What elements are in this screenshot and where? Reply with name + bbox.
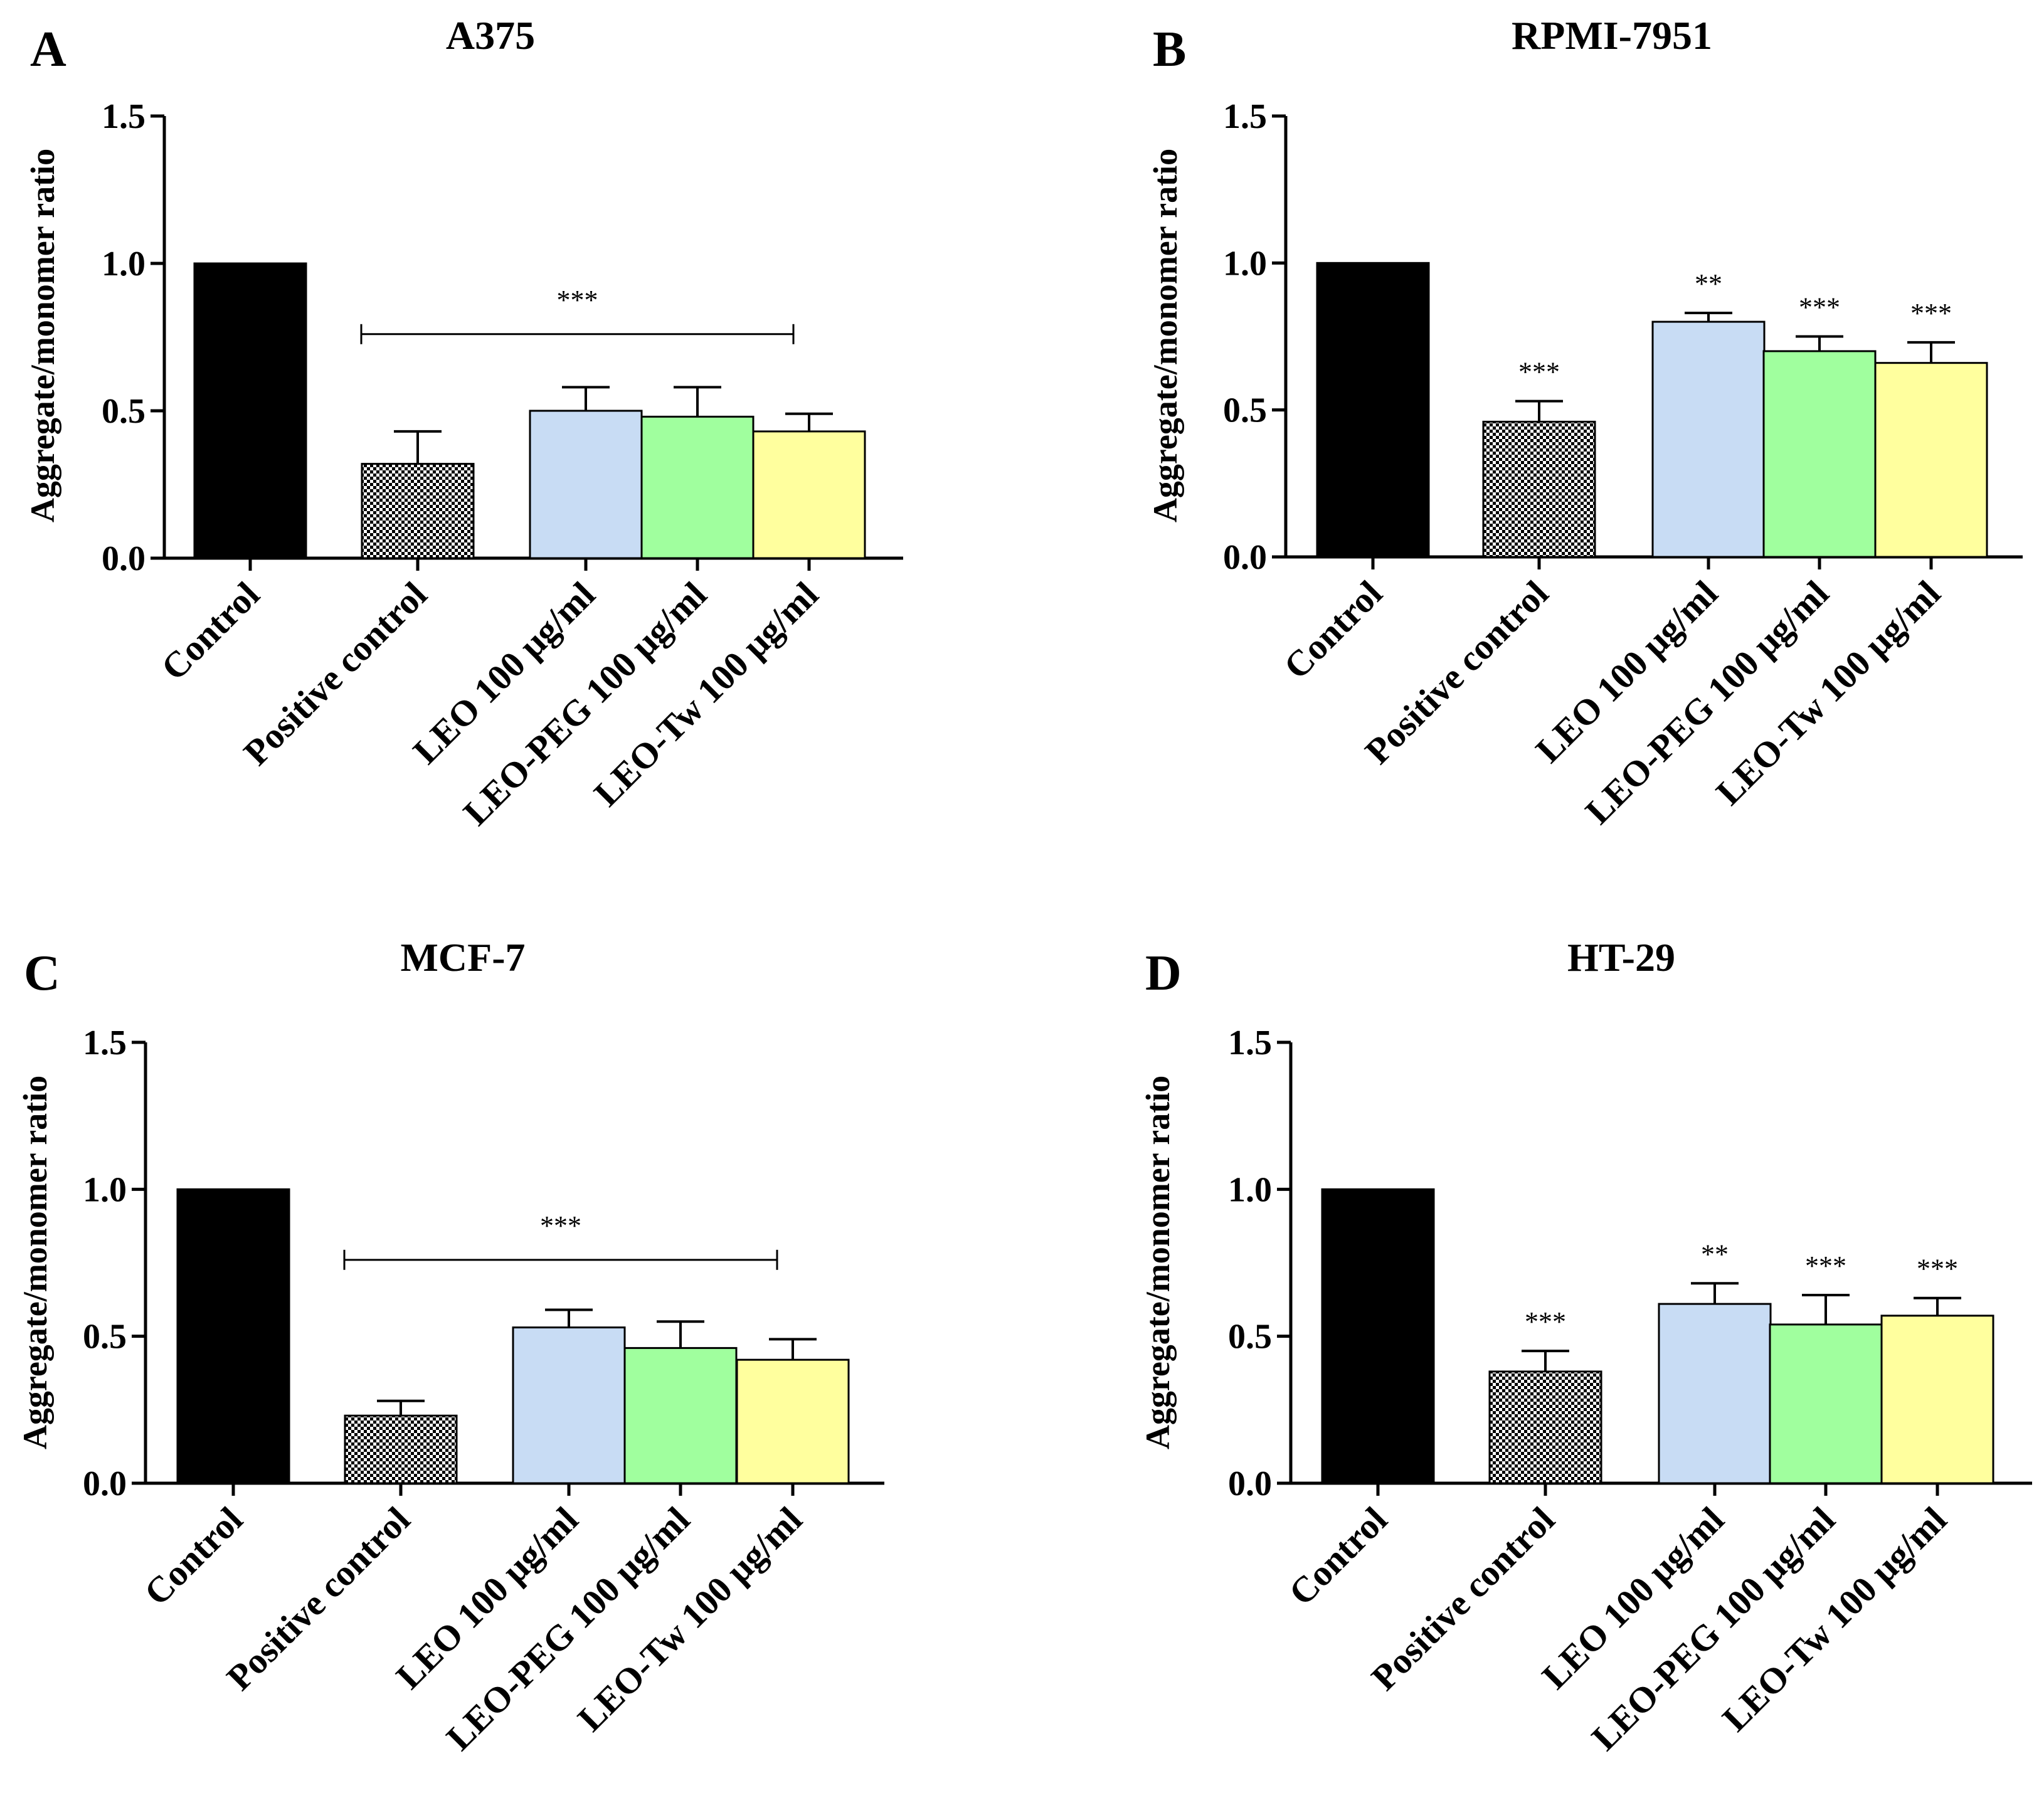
- significance-label: ***: [1518, 357, 1560, 388]
- chart-title: HT-29: [1567, 935, 1675, 980]
- y-tick-label: 0.5: [102, 392, 146, 431]
- bar-positive-control: [344, 1414, 458, 1484]
- significance-label: ***: [540, 1210, 581, 1241]
- bar-control: [1316, 262, 1430, 558]
- bar-control: [193, 262, 307, 559]
- significance-label: ***: [1799, 292, 1840, 323]
- significance-label: **: [1701, 1239, 1729, 1269]
- chart-title: A375: [446, 13, 535, 58]
- y-tick-label: 1.5: [102, 97, 146, 136]
- y-tick-label: 0.5: [1223, 391, 1267, 430]
- bar-control: [176, 1188, 290, 1484]
- chart-title: RPMI-7951: [1512, 13, 1712, 58]
- y-tick-label: 0.5: [83, 1318, 127, 1357]
- chart-panel-d: D HT-29 Aggregate/monomer ratio 0.0 0.5 1.0 1.…: [1139, 935, 2032, 1759]
- panel-letter: B: [1153, 22, 1186, 77]
- y-tick-label: 1.0: [102, 245, 146, 283]
- significance-label: **: [1695, 268, 1722, 299]
- bar-positive-control: [1488, 1370, 1602, 1484]
- y-tick-label: 1.5: [83, 1024, 127, 1062]
- x-tick-label: Control: [1276, 573, 1390, 687]
- significance-label: ***: [1910, 298, 1952, 329]
- y-tick-label: 0.0: [1223, 538, 1267, 577]
- chart-panel-b: B RPMI-7951 Aggregate/monomer ratio 0.0 0.5 1…: [1147, 13, 2023, 832]
- y-tick-label: 0.0: [102, 539, 146, 578]
- y-axis-label: Aggregate/monomer ratio: [24, 149, 61, 522]
- y-axis-label: Aggregate/monomer ratio: [16, 1076, 54, 1449]
- y-tick-label: 1.5: [1223, 97, 1267, 136]
- chart-panel-c: C MCF-7 Aggregate/monomer ratio 0.0 0.5 1.0 1.…: [16, 935, 884, 1759]
- bar-leo: [1651, 320, 1766, 558]
- x-tick-label: Control: [153, 574, 267, 688]
- bar-leo-peg: [1769, 1323, 1883, 1484]
- panel-letter: A: [30, 22, 66, 77]
- significance-label: ***: [1917, 1254, 1958, 1284]
- bar-positive-control: [1482, 420, 1596, 558]
- panel-letter: C: [24, 946, 60, 1001]
- bar-positive-control: [361, 463, 475, 559]
- bar-leo: [512, 1326, 626, 1484]
- x-tick-label: Control: [1281, 1499, 1395, 1613]
- y-tick-label: 1.0: [1223, 244, 1267, 283]
- significance-label: ***: [557, 285, 598, 315]
- bar-leo-tw: [736, 1358, 850, 1484]
- chart-title: MCF-7: [400, 935, 525, 980]
- bar-control: [1321, 1188, 1435, 1484]
- y-tick-label: 0.0: [1228, 1464, 1272, 1503]
- bar-leo-tw: [752, 430, 866, 559]
- bar-leo-peg: [640, 415, 755, 559]
- significance-label: ***: [1525, 1306, 1566, 1337]
- bar-leo-tw: [1880, 1315, 1994, 1484]
- y-axis-label: Aggregate/monomer ratio: [1147, 149, 1184, 522]
- bar-leo: [1658, 1303, 1772, 1484]
- chart-panel-a: A A375 Aggregate/monomer ratio 0.0 0.5 1.0 1.5…: [24, 13, 903, 833]
- significance-label: ***: [1805, 1251, 1846, 1281]
- y-tick-label: 0.0: [83, 1464, 127, 1503]
- y-tick-label: 1.5: [1228, 1024, 1272, 1062]
- panel-letter: D: [1145, 946, 1182, 1001]
- bar-leo: [529, 410, 643, 559]
- y-tick-label: 0.5: [1228, 1318, 1272, 1357]
- bar-leo-peg: [1762, 350, 1877, 558]
- bar-leo-peg: [623, 1346, 738, 1484]
- y-tick-label: 1.0: [83, 1170, 127, 1209]
- x-tick-label: Control: [136, 1499, 250, 1613]
- y-tick-label: 1.0: [1228, 1170, 1272, 1209]
- bar-leo-tw: [1874, 362, 1988, 558]
- y-axis-label: Aggregate/monomer ratio: [1139, 1076, 1177, 1449]
